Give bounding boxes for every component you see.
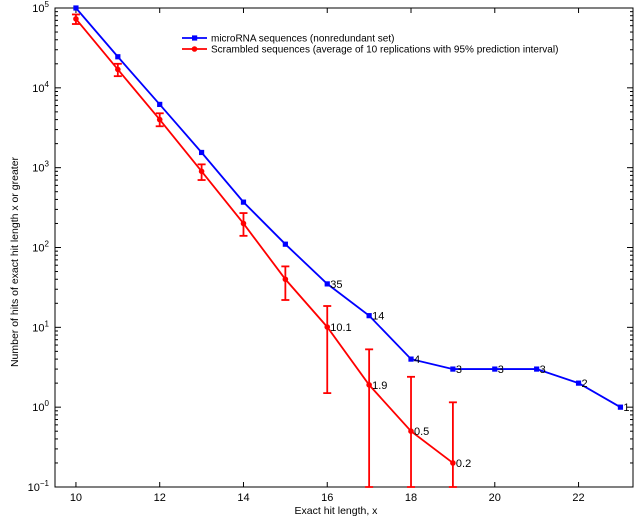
y-tick-label: 105 <box>32 0 49 15</box>
y-tick-label: 10−1 <box>28 479 50 494</box>
data-point <box>73 16 79 22</box>
x-tick-label: 14 <box>237 492 249 504</box>
y-tick-label: 101 <box>32 319 49 334</box>
data-label: 35 <box>330 279 342 291</box>
y-axis-label: Number of hits of exact hit length x or … <box>9 156 21 367</box>
data-label: 0.5 <box>414 426 429 438</box>
data-label: 10.1 <box>330 322 351 334</box>
data-label: 14 <box>372 311 384 323</box>
y-tick-label: 103 <box>32 160 49 175</box>
data-point <box>408 428 414 434</box>
data-label: 1.9 <box>372 380 387 392</box>
x-tick-label: 16 <box>321 492 333 504</box>
data-point <box>324 324 331 330</box>
y-tick-label: 104 <box>32 80 49 95</box>
data-point <box>366 313 372 319</box>
data-point <box>115 66 121 73</box>
data-label: 3 <box>498 364 504 376</box>
data-point <box>240 220 247 227</box>
series-line-1 <box>75 18 454 464</box>
data-point <box>282 276 289 283</box>
data-label: 2 <box>582 378 588 390</box>
data-point <box>73 5 79 11</box>
data-label: 0.2 <box>456 458 471 470</box>
legend-label: Scrambled sequences (average of 10 repli… <box>211 45 558 56</box>
data-point <box>157 101 163 108</box>
data-label: 3 <box>456 364 462 376</box>
data-point <box>366 382 372 388</box>
data-label: 1 <box>623 402 629 414</box>
x-tick-label: 20 <box>489 492 501 504</box>
plot-area <box>54 7 634 488</box>
data-point <box>492 366 498 372</box>
data-label: 4 <box>414 354 420 366</box>
data-point <box>198 149 205 156</box>
point-labels: 35 14 4 3 3 3 2 1 10.1 1.9 0.5 0.2 <box>330 279 629 470</box>
data-point <box>408 356 414 362</box>
data-point <box>198 168 205 175</box>
data-point <box>450 366 456 372</box>
legend-marker <box>191 46 198 52</box>
legend: microRNA sequences (nonredundant set)Scr… <box>182 34 558 56</box>
data-label: 3 <box>540 364 546 376</box>
data-point <box>534 366 540 372</box>
data-point <box>115 54 121 60</box>
plot-frame <box>54 7 634 488</box>
data-point <box>324 281 330 287</box>
data-point <box>240 199 247 205</box>
x-tick-label: 18 <box>405 492 417 504</box>
y-tick-label: 102 <box>32 240 49 255</box>
legend-marker <box>192 35 198 41</box>
y-tick-label: 100 <box>32 399 49 414</box>
series-line-0 <box>75 7 621 408</box>
x-tick-label: 10 <box>70 492 82 504</box>
series-lines <box>75 7 621 464</box>
data-point <box>282 241 288 247</box>
x-axis-label: Exact hit length, x <box>295 505 379 517</box>
data-point <box>617 404 624 410</box>
x-tick-label: 12 <box>154 492 166 504</box>
x-tick-label: 22 <box>572 492 584 504</box>
data-point <box>575 380 582 386</box>
legend-label: microRNA sequences (nonredundant set) <box>211 34 394 45</box>
data-point <box>450 460 456 466</box>
data-markers <box>73 5 624 466</box>
data-point <box>156 116 163 123</box>
